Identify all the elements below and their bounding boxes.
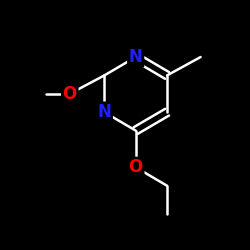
Text: N: N xyxy=(129,48,143,66)
Text: O: O xyxy=(62,85,77,103)
Text: O: O xyxy=(128,158,143,176)
Text: N: N xyxy=(98,103,111,121)
